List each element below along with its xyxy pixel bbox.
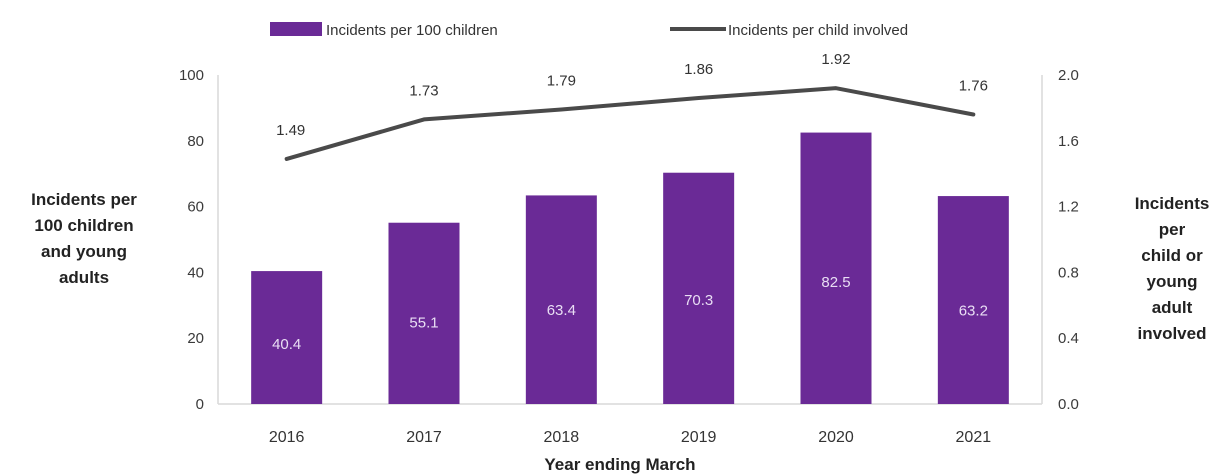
right-axis-title-line: young	[1147, 272, 1198, 291]
right-axis-title-line: per	[1159, 220, 1186, 239]
axes: 0 20 40 60 80 100 0.0 0.4 0.8 1.2 1.6 2.0 2016 2017 20…	[179, 67, 1079, 446]
left-tick-label: 80	[187, 133, 204, 150]
bar	[937, 196, 1009, 404]
right-tick-label: 1.2	[1058, 199, 1079, 216]
legend-label-line: Incidents per child involved	[728, 22, 908, 39]
right-axis-title-line: involved	[1138, 324, 1207, 343]
bar	[388, 222, 460, 404]
bar-data-label: 63.4	[547, 302, 576, 319]
x-tick-label: 2018	[544, 429, 580, 446]
bars: 40.4 55.1 63.4 70.3 82.5 63.2	[251, 132, 1009, 404]
bar-data-label: 55.1	[409, 314, 438, 331]
left-tick-label: 20	[187, 330, 204, 347]
right-axis-title-line: child or	[1141, 246, 1203, 265]
line-data-label: 1.73	[409, 82, 438, 99]
x-tick-label: 2019	[681, 429, 717, 446]
line-path	[284, 86, 976, 161]
right-axis-title-line: Incidents	[1135, 194, 1210, 213]
left-tick-label: 100	[179, 67, 204, 84]
bar	[663, 172, 735, 404]
x-tick-label: 2017	[406, 429, 442, 446]
legend: Incidents per 100 children Incidents per …	[270, 22, 908, 39]
axis-titles: Incidents per 100 children and young adults…	[31, 190, 1209, 474]
bar-data-label: 40.4	[272, 336, 301, 353]
line-series: 1.49 1.73 1.79 1.86 1.92 1.76	[276, 51, 988, 161]
left-axis-title-line: 100 children	[34, 216, 133, 235]
bar	[800, 132, 872, 404]
left-tick-label: 0	[196, 396, 204, 413]
bar-data-label: 70.3	[684, 292, 713, 309]
x-tick-label: 2020	[818, 429, 854, 446]
line-data-label: 1.49	[276, 122, 305, 139]
right-tick-label: 2.0	[1058, 67, 1079, 84]
bar	[251, 271, 323, 404]
left-axis-title-line: Incidents per	[31, 190, 137, 209]
right-axis-title-line: adult	[1152, 298, 1193, 317]
x-tick-label: 2021	[956, 429, 992, 446]
left-axis-title-line: adults	[59, 268, 109, 287]
left-tick-label: 60	[187, 199, 204, 216]
line-data-label: 1.79	[547, 73, 576, 90]
line-data-label: 1.76	[959, 77, 988, 94]
x-tick-label: 2016	[269, 429, 305, 446]
bar	[525, 195, 597, 404]
bar-data-label: 82.5	[821, 274, 850, 291]
left-tick-label: 40	[187, 264, 204, 281]
right-tick-label: 0.0	[1058, 396, 1079, 413]
x-axis-title: Year ending March	[544, 455, 695, 474]
legend-swatch-bars	[270, 22, 322, 36]
legend-label-bars: Incidents per 100 children	[326, 22, 498, 39]
line-data-label: 1.92	[821, 51, 850, 68]
right-tick-label: 1.6	[1058, 133, 1079, 150]
left-axis-title-line: and young	[41, 242, 127, 261]
bar-data-label: 63.2	[959, 302, 988, 319]
right-tick-label: 0.4	[1058, 330, 1079, 347]
right-tick-label: 0.8	[1058, 264, 1079, 281]
line-data-label: 1.86	[684, 61, 713, 78]
